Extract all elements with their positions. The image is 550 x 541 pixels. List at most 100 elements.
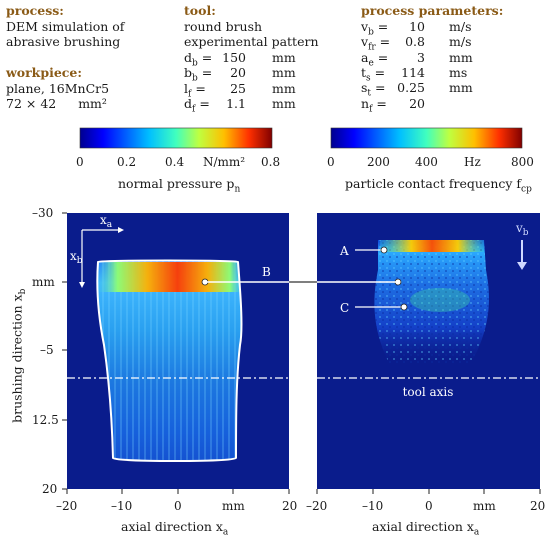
process-param-row: vb = 10 m/s [361,19,471,38]
process-param-row: st = 0.25 mm [361,80,473,99]
tool-param-row: db = 150 mm [184,50,296,69]
right-x-tick-4: 20 [530,499,546,513]
marker-a-label: A [339,244,349,258]
contact-zone-outline [96,259,243,462]
workpiece-dimensions: 72 × 42 [6,96,57,111]
process-param-row: nf = 20 [361,95,425,115]
tool-param-value: 25 [230,80,246,96]
frequency-tick-3: 800 [511,155,534,169]
colorbar-frequency [330,127,523,149]
process-line-1: DEM simulation of [6,19,125,34]
tool-param-symbol: db = [184,50,213,69]
tool-param-symbol: df = [184,95,210,115]
process-param-symbol: vfr = [361,34,391,53]
process-param-unit: m/s [449,19,472,34]
frequency-unit: Hz [464,155,481,169]
tool-param-row: df = 1.1 mm [184,95,296,115]
tool-line-2: experimental pattern [184,34,319,49]
process-param-value: 0.8 [405,34,425,50]
process-param-value: 20 [409,95,425,111]
tool-param-unit: mm [272,50,296,65]
left-ylabel: brushing direction xb [9,288,28,423]
right-x-tick-1: –10 [362,499,384,513]
tool-line-1: round brush [184,19,263,34]
process-param-value: 3 [417,49,425,65]
y-tick-2: –5 [40,343,54,357]
y-tick-0: –30 [32,206,54,220]
pressure-tick-0: 0 [76,155,84,169]
axis-xb-label: xb [70,249,83,266]
process-param-symbol: ts = [361,64,386,84]
left-xlabel: axial direction xa [121,519,229,538]
process-heading: process: [6,3,64,18]
velocity-label: vb [515,221,529,238]
marker-c-label: C [340,301,349,315]
workpiece-line-1: plane, 16MnCr5 [6,81,110,96]
left-x-tick-3: mm [222,499,245,513]
process-param-unit: mm [449,80,473,96]
marker-b-label: B [262,265,271,279]
left-x-tick-2: 0 [174,499,182,513]
axis-xa-label: xa [100,213,113,230]
y-tick-1: mm [32,275,55,289]
workpiece-heading: workpiece: [6,65,82,80]
y-tick-4: 20 [42,482,58,496]
process-param-value: 10 [409,19,425,34]
tool-param-symbol: bb = [184,65,213,84]
left-plot: xa xb B [62,212,290,494]
process-param-unit: mm [449,49,473,65]
tool-param-unit: mm [272,80,296,96]
workpiece-line-2: 72 × 42 mm² [6,96,107,111]
tool-param-unit: mm [272,65,296,81]
process-param-symbol: vb = [361,19,389,38]
frequency-label: particle contact frequency fcp [345,176,532,195]
tool-param-row: bb = 20 mm [184,65,296,84]
tool-heading: tool: [184,3,216,18]
pressure-tick-2: 0.4 [165,155,185,169]
pressure-tick-3: 0.8 [261,155,281,169]
process-param-symbol: st = [361,80,386,99]
tool-param-value: 150 [222,50,246,65]
process-param-row: vfr = 0.8 m/s [361,34,471,53]
right-x-tick-3: mm [473,499,496,513]
colorbar-frequency-gradient [330,127,523,149]
frequency-tick-0: 0 [327,155,335,169]
process-param-value: 114 [401,64,425,80]
pressure-tick-1: 0.2 [117,155,137,169]
right-plot: tool axis A C vb [316,213,541,494]
right-x-tick-2: 0 [425,499,433,513]
process-param-value: 0.25 [397,80,425,96]
y-tick-3: 12.5 [32,413,59,427]
tool-param-symbol: lf = [184,80,206,100]
tool-param-unit: mm [272,95,296,111]
marker-a-dot [380,246,388,254]
tool-param-row: lf = 25 mm [184,80,296,100]
left-x-tick-4: 20 [282,499,298,513]
process-param-symbol: nf = [361,95,387,115]
tool-param-value: 20 [230,65,246,81]
right-x-tick-0: –20 [306,499,328,513]
process-param-row: ae = 3 mm [361,49,473,69]
marker-c-dot [400,303,408,311]
pressure-label: normal pressure pn [118,176,241,195]
tool-param-value: 1.1 [226,95,246,111]
right-xlabel: axial direction xa [372,519,480,538]
colorbar-pressure [79,127,273,149]
frequency-tick-2: 400 [415,155,438,169]
left-x-tick-0: –20 [56,499,78,513]
process-param-unit: m/s [449,34,472,50]
pressure-unit: N/mm² [203,155,246,169]
process-parameters-heading: process parameters: [361,3,504,18]
frequency-peak-band [380,240,484,252]
process-param-symbol: ae = [361,49,389,69]
tool-axis-label: tool axis [403,385,454,399]
colorbar-pressure-gradient [79,127,273,149]
process-param-unit: ms [449,64,468,80]
pressure-peak-band [97,262,242,292]
workpiece-unit: mm² [78,96,107,111]
process-line-2: abrasive brushing [6,34,121,49]
process-param-row: ts = 114 ms [361,64,467,84]
left-x-tick-1: –10 [111,499,133,513]
frequency-tick-1: 200 [367,155,390,169]
